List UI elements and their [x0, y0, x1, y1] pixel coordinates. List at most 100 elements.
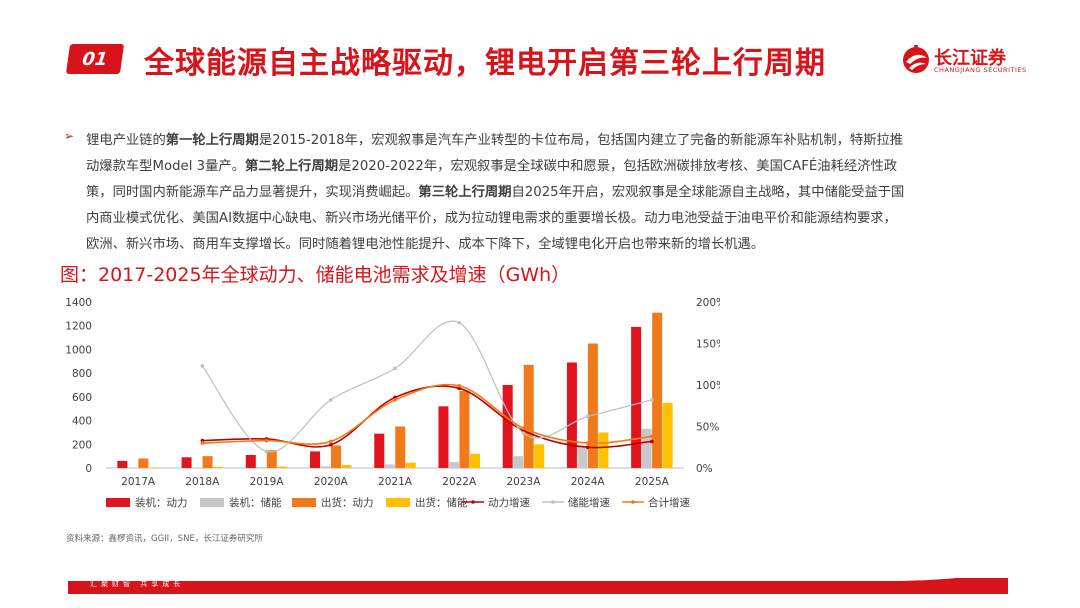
- bar: [148, 467, 159, 468]
- bar: [459, 390, 470, 468]
- bar: [341, 465, 352, 468]
- x-tick-label: 2022A: [442, 476, 477, 488]
- legend-swatch-marker: [551, 500, 555, 504]
- bar: [331, 445, 342, 468]
- bar: [513, 456, 524, 468]
- bar: [598, 432, 609, 468]
- y-tick-label: 600: [72, 392, 92, 404]
- bar: [502, 385, 513, 468]
- growth-point: [650, 439, 654, 444]
- legend-label: 装机：储能: [229, 496, 282, 509]
- highlight-third-cycle: 第三轮上行周期: [418, 185, 512, 200]
- growth-point: [328, 439, 333, 444]
- bar: [566, 362, 577, 468]
- y-tick-label: 200: [72, 439, 92, 451]
- y2-tick-label: 50%: [696, 422, 719, 434]
- growth-point: [650, 434, 654, 439]
- bar: [266, 450, 277, 468]
- section-number-badge: 01: [65, 44, 125, 74]
- text-segment: 是2020-2022年，宏观叙事是全球碳中和愿景，包括欧洲碳排放考核、美国CAF…: [86, 159, 898, 200]
- legend-label: 装机：动力: [135, 496, 188, 509]
- growth-point: [650, 398, 654, 402]
- x-tick-label: 2023A: [506, 476, 541, 488]
- growth-point: [393, 395, 397, 400]
- growth-point: [264, 449, 269, 454]
- growth-point: [521, 428, 526, 433]
- bar: [577, 445, 588, 468]
- legend-label: 动力增速: [488, 496, 530, 509]
- growth-point: [521, 426, 526, 430]
- highlight-second-cycle: 第二轮上行周期: [245, 159, 339, 174]
- bar: [245, 454, 256, 468]
- legend-label: 储能增速: [568, 496, 610, 509]
- logo-emblem-icon: [903, 45, 929, 73]
- growth-point: [457, 384, 462, 388]
- legend-swatch: [106, 498, 130, 507]
- bar: [587, 343, 598, 468]
- battery-demand-chart: 0 200 400 600 800 1000 1200 1400 0% 50% 100% 150% 20…: [65, 297, 720, 509]
- x-tick-label: 2019A: [250, 476, 285, 488]
- y-tick-label: 1400: [65, 297, 92, 309]
- bar: [662, 402, 673, 468]
- y2-tick-label: 100%: [696, 380, 720, 392]
- growth-point: [585, 414, 590, 419]
- bar: [181, 457, 192, 468]
- legend-swatch-marker: [471, 500, 475, 504]
- growth-point: [457, 386, 462, 391]
- y-tick-label: 1000: [65, 344, 92, 356]
- growth-point: [393, 398, 397, 402]
- bar: [534, 444, 545, 468]
- bar: [310, 451, 321, 468]
- bar: [652, 312, 663, 468]
- bar: [277, 466, 288, 468]
- bar: [213, 466, 224, 468]
- x-tick-label: 2018A: [185, 476, 220, 488]
- bar: [448, 462, 459, 468]
- growth-line: [201, 320, 653, 453]
- growth-point: [200, 438, 205, 443]
- growth-point: [585, 445, 590, 450]
- chart-title: 图：2017-2025年全球动力、储能电池需求及增速（GWh）: [60, 264, 571, 286]
- growth-point: [200, 441, 205, 445]
- bar: [641, 428, 652, 468]
- growth-point: [328, 442, 333, 447]
- y-tick-label: 400: [72, 416, 92, 428]
- body-paragraph: 锂电产业链的第一轮上行周期是2015-2018年，宏观叙事是汽车产业转型的卡位布…: [86, 128, 906, 258]
- x-tick-label: 2017A: [121, 476, 156, 488]
- bar: [384, 464, 395, 468]
- bar: [202, 456, 213, 468]
- bar: [469, 453, 480, 468]
- y2-tick-label: 150%: [696, 339, 720, 351]
- footer-slogan: 汇聚财智 共享成长: [90, 580, 185, 588]
- growth-point: [521, 431, 526, 435]
- bullet-icon: ➢: [64, 129, 75, 143]
- growth-point: [328, 398, 333, 402]
- growth-point: [585, 441, 590, 445]
- y-tick-label: 0: [85, 463, 92, 475]
- bar: [438, 406, 449, 468]
- growth-line: [202, 385, 652, 449]
- x-tick-label: 2020A: [314, 476, 349, 488]
- bar: [192, 467, 203, 468]
- bar: [405, 462, 416, 468]
- bar: [138, 458, 149, 468]
- y-tick-label: 800: [72, 368, 92, 380]
- text-segment: 是2015-2018年，宏观叙事是汽车产业转型的卡位布局，包括国内建立了完备的新…: [86, 133, 904, 174]
- bar: [256, 467, 267, 468]
- company-logo: 长江证券 CHANGJIANG SECURITIES: [900, 42, 1030, 78]
- legend-label: 出货：动力: [321, 496, 374, 509]
- bar: [523, 364, 534, 468]
- growth-point: [200, 364, 205, 368]
- x-tick-label: 2024A: [571, 476, 606, 488]
- bar: [320, 466, 331, 468]
- logo-name-en: CHANGJIANG SECURITIES: [934, 66, 1027, 74]
- legend-swatch: [200, 498, 224, 507]
- growth-point: [457, 320, 462, 325]
- legend-swatch-marker: [631, 500, 635, 504]
- legend-swatch: [292, 498, 316, 507]
- growth-line: [202, 383, 652, 445]
- text-segment: 锂电产业链的: [86, 133, 166, 148]
- legend-label: 出货：储能: [415, 496, 468, 509]
- page-title: 全球能源自主战略驱动，锂电开启第三轮上行周期: [144, 46, 826, 81]
- source-note: 资料来源：鑫椤资讯，GGII，SNE，长江证券研究所: [66, 534, 263, 544]
